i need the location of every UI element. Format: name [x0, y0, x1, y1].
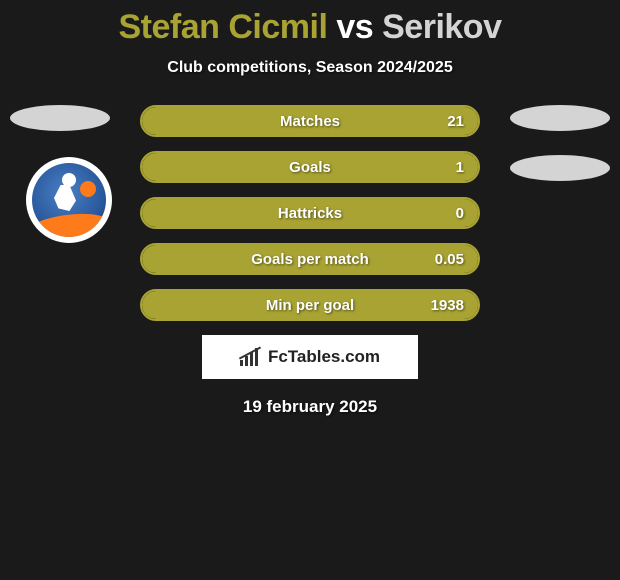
branding-box: FcTables.com: [202, 335, 418, 379]
stat-row-matches: Matches 21: [140, 105, 480, 137]
page-title: Stefan Cicmil vs Serikov: [0, 0, 620, 47]
date: 19 february 2025: [0, 397, 620, 417]
vs-separator: vs: [336, 8, 373, 46]
player2-name: Serikov: [382, 8, 501, 46]
stat-value: 1: [456, 159, 464, 176]
stat-value: 0: [456, 205, 464, 222]
player2-ellipse: [510, 105, 610, 131]
stat-value: 1938: [431, 297, 464, 314]
player2-ellipse-2: [510, 155, 610, 181]
stat-label: Goals per match: [251, 251, 369, 268]
club-badge-icon: [32, 163, 106, 237]
stat-label: Goals: [289, 159, 331, 176]
stat-label: Hattricks: [278, 205, 342, 222]
player1-name: Stefan Cicmil: [119, 8, 328, 46]
subtitle: Club competitions, Season 2024/2025: [0, 59, 620, 77]
club-badge: [26, 157, 112, 243]
stat-value: 0.05: [435, 251, 464, 268]
stat-row-goals-per-match: Goals per match 0.05: [140, 243, 480, 275]
stat-rows: Matches 21 Goals 1 Hattricks 0 Goals per…: [140, 105, 480, 321]
stat-row-hattricks: Hattricks 0: [140, 197, 480, 229]
branding-text: FcTables.com: [268, 347, 380, 367]
comparison-card: Stefan Cicmil vs Serikov Club competitio…: [0, 0, 620, 417]
stats-area: Matches 21 Goals 1 Hattricks 0 Goals per…: [0, 105, 620, 417]
stat-label: Matches: [280, 113, 340, 130]
fctables-icon: [240, 348, 262, 366]
player1-ellipse: [10, 105, 110, 131]
stat-value: 21: [447, 113, 464, 130]
stat-label: Min per goal: [266, 297, 354, 314]
stat-row-min-per-goal: Min per goal 1938: [140, 289, 480, 321]
stat-row-goals: Goals 1: [140, 151, 480, 183]
